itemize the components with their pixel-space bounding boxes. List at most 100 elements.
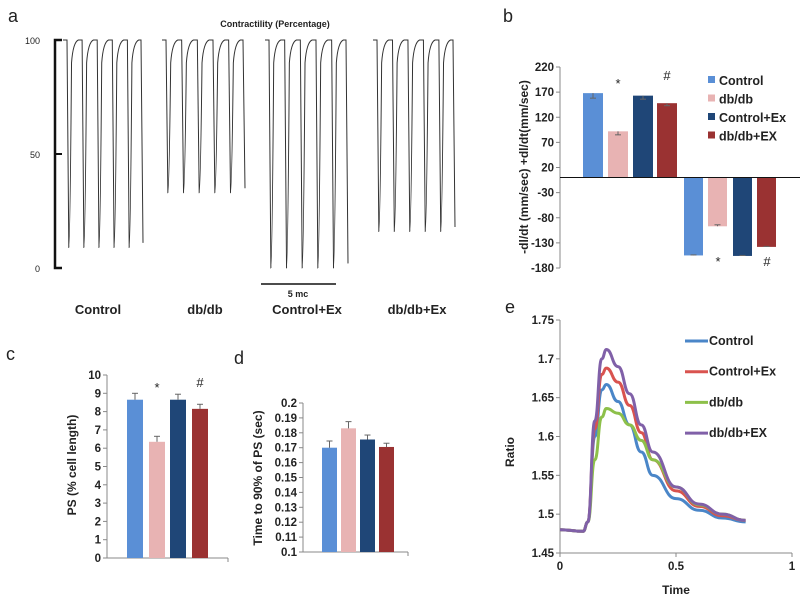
panel-b-ytick-label: 70 [541, 137, 554, 149]
panel-c-ytick-label: 5 [95, 462, 102, 474]
panel-d-ytick-label: 0.1 [281, 547, 298, 559]
panel-e-ytick-label: 1.7 [538, 354, 554, 366]
panel-c-ytick-label: 6 [95, 443, 101, 455]
panel-label-e: e [505, 297, 515, 317]
ratio-line-1 [559, 366, 746, 533]
panel-b-bar-negative-1 [708, 177, 727, 227]
group-label: db/db+Ex [388, 302, 448, 317]
panel-d-bar-1 [341, 428, 356, 552]
panel-b-bar-positive-3 [657, 103, 677, 178]
panel-d-ytick-label: 0.16 [275, 458, 297, 470]
panel-b-ytick-label: -30 [537, 188, 554, 200]
panel-e-ytick-label: 1.45 [532, 548, 555, 560]
panel-e-xtick-label: 0 [557, 561, 563, 573]
contractility-trace-1 [162, 39, 246, 194]
panel-e-ytick-label: 1.65 [532, 393, 555, 405]
legend-swatch [708, 76, 715, 83]
group-label: db/db [187, 302, 222, 317]
panel-c-ytick-label: 10 [88, 370, 101, 382]
panel-label-c: c [6, 344, 15, 364]
panel-b-bar-positive-0 [583, 93, 603, 178]
panel-b-ytick-label: -130 [531, 238, 554, 250]
legend-label: db/db+EX [719, 130, 778, 144]
panel-c-ytick-label: 0 [95, 553, 101, 565]
panel-c-ytick-label: 7 [95, 425, 101, 437]
significance-mark: * [715, 254, 720, 269]
panel-b-ytick-label: 220 [535, 62, 554, 74]
group-label: Control+Ex [272, 302, 342, 317]
legend-label: Control [719, 74, 763, 88]
panel-a-ytick-label: 0 [35, 264, 40, 274]
panel-label-a: a [8, 6, 19, 26]
legend-label: Control+Ex [719, 111, 786, 125]
significance-mark: # [663, 68, 671, 83]
panel-d-ylabel: Time to 90% of PS (sec) [251, 410, 265, 545]
panel-b-bar-negative-3 [757, 177, 776, 247]
contractility-trace-3 [373, 39, 456, 233]
panel-b-ytick-label: -80 [537, 213, 554, 225]
legend-label: Control [709, 334, 753, 348]
contractility-trace-0 [63, 39, 144, 249]
significance-mark: # [196, 375, 204, 390]
ratio-line-3 [559, 348, 746, 533]
legend-swatch [708, 94, 715, 102]
legend-label: Control+Ex [709, 365, 776, 379]
panel-e-ytick-label: 1.55 [532, 470, 555, 482]
legend-label: db/db+EX [709, 426, 768, 440]
significance-mark: # [763, 254, 771, 269]
panel-e-xtick-label: 0.5 [668, 561, 685, 573]
panel-label-b: b [503, 6, 513, 26]
panel-b-bar-positive-2 [633, 95, 653, 178]
panel-d-ytick-label: 0.14 [275, 487, 298, 499]
panel-e-ylabel: Ratio [503, 437, 517, 467]
panel-c-bar-2 [170, 399, 186, 558]
legend-label: db/db [719, 93, 753, 107]
significance-mark: * [154, 380, 159, 395]
panel-d-bar-2 [360, 439, 375, 552]
panel-c-ytick-label: 4 [95, 480, 102, 492]
panel-d-ytick-label: 0.11 [275, 532, 297, 544]
panel-label-d: d [234, 348, 244, 368]
panel-b-ytick-label: 170 [535, 87, 554, 99]
panel-b-ylabel: -dl/dt (mm/sec) +dl/dt(mm/sec) [517, 80, 531, 254]
panel-e-xlabel: Time [662, 583, 690, 595]
panel-b-bar-positive-1 [608, 131, 628, 178]
panel-c-ytick-label: 8 [95, 407, 102, 419]
panel-b-ytick-label: -180 [531, 263, 554, 275]
panel-d-ytick-label: 0.19 [275, 413, 297, 425]
panel-b-bar-negative-0 [684, 177, 703, 256]
panel-d-ytick-label: 0.12 [275, 517, 297, 529]
panel-b-ytick-label: 120 [535, 112, 554, 124]
panel-e-xtick-label: 1 [789, 561, 796, 573]
legend-swatch [708, 113, 715, 120]
group-label: Control [75, 302, 121, 317]
panel-d-ytick-label: 0.18 [275, 428, 298, 440]
panel-d-ytick-label: 0.15 [275, 473, 298, 485]
scale-bar-label: 5 mc [288, 289, 309, 299]
panel-c-bar-1 [149, 441, 165, 558]
legend-swatch [708, 131, 715, 139]
panel-b-bar-negative-2 [733, 177, 752, 256]
panel-d-ytick-label: 0.13 [275, 502, 297, 514]
panel-d-ytick-label: 0.17 [275, 443, 297, 455]
panel-c-ytick-label: 9 [95, 388, 101, 400]
contractility-trace-2 [265, 39, 349, 269]
panel-c-ylabel: PS (% cell length) [65, 415, 79, 516]
panel-b-ytick-label: 20 [541, 163, 554, 175]
panel-d-bar-3 [379, 446, 394, 552]
panel-c-ytick-label: 1 [95, 535, 102, 547]
panel-d-ytick-label: 0.2 [281, 398, 297, 410]
panel-c-ytick-label: 3 [95, 498, 101, 510]
panel-e-ytick-label: 1.5 [538, 509, 555, 521]
panel-e-ytick-label: 1.75 [532, 315, 555, 327]
significance-mark: * [615, 76, 620, 91]
panel-c-bar-0 [127, 399, 143, 558]
panel-a-ytick-label: 50 [30, 150, 40, 160]
panel-d-bar-0 [322, 447, 337, 552]
legend-label: db/db [709, 395, 743, 409]
panel-c-ytick-label: 2 [95, 516, 101, 528]
panel-a-ytick-label: 100 [25, 36, 40, 46]
panel-c-bar-3 [192, 408, 208, 558]
